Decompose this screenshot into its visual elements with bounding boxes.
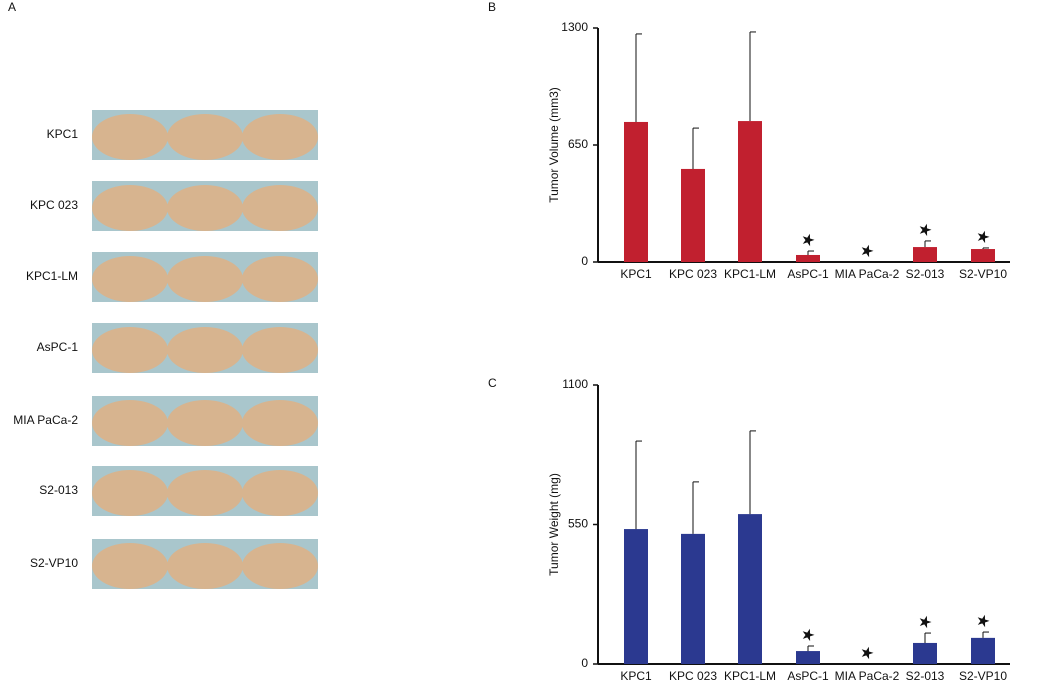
x-tick-label: KPC1 (620, 669, 652, 682)
mouse-photo (92, 543, 168, 589)
panel-label: C (488, 376, 497, 390)
mouse-photo (167, 256, 243, 302)
mouse-photo (92, 400, 168, 446)
row-label: S2-013 (39, 483, 78, 497)
y-tick-label: 1100 (562, 377, 588, 391)
mouse-photo (242, 185, 318, 231)
bar (681, 168, 705, 262)
x-tick-label: KPC 023 (669, 267, 717, 281)
x-tick-label: S2-013 (906, 267, 945, 281)
bar (796, 254, 820, 262)
chart: B Tumor Volume (mm3) 0 650 1300 KPC1 KPC 023 KP… (488, 0, 1010, 281)
significance-star (977, 614, 990, 628)
row-label: KPC1-LM (26, 269, 78, 283)
significance-star (802, 628, 815, 642)
bar (796, 651, 820, 664)
mouse-photo (242, 114, 318, 160)
mouse-photo (167, 400, 243, 446)
x-tick-label: KPC1-LM (724, 669, 776, 682)
photo-panel: KPC1 KPC 023 KPC1-LM AsPC-1 MIA PaCa-2 S2-013… (13, 110, 318, 589)
bar (913, 247, 937, 262)
bar (971, 637, 995, 664)
mouse-photo (242, 543, 318, 589)
mouse-photo (167, 185, 243, 231)
mouse-photo (167, 327, 243, 373)
x-tick-label: AsPC-1 (787, 669, 829, 682)
x-tick-label: MIA PaCa-2 (835, 267, 900, 281)
row-label: AsPC-1 (37, 340, 79, 354)
bar (624, 529, 648, 664)
mouse-photo (167, 543, 243, 589)
bar (738, 514, 762, 664)
significance-star (861, 244, 874, 258)
mouse-photo (167, 114, 243, 160)
panel-label: A (8, 0, 16, 14)
x-tick-label: S2-VP10 (959, 267, 1007, 281)
row-label: S2-VP10 (30, 556, 78, 570)
y-tick-label: 0 (581, 656, 588, 670)
significance-star (977, 230, 990, 244)
row-label: MIA PaCa-2 (13, 413, 78, 427)
x-tick-label: KPC 023 (669, 669, 717, 682)
bar (971, 249, 995, 262)
mouse-photo (167, 470, 243, 516)
significance-star (919, 615, 932, 629)
y-axis-title: Tumor Weight (mg) (547, 473, 561, 576)
mouse-photo (92, 256, 168, 302)
row-label: KPC1 (47, 127, 79, 141)
x-tick-label: MIA PaCa-2 (835, 669, 900, 682)
chart: C Tumor Weight (mg) 0 550 1100 KPC1 KPC 023 KPC… (488, 376, 1010, 682)
mouse-photo (92, 185, 168, 231)
significance-star (861, 646, 874, 660)
mouse-photo (92, 470, 168, 516)
panel-label: B (488, 0, 496, 14)
bar (624, 121, 648, 263)
y-tick-label: 0 (581, 254, 588, 268)
x-tick-label: KPC1 (620, 267, 652, 281)
bar (738, 121, 762, 262)
mouse-photo (242, 470, 318, 516)
mouse-photo (242, 327, 318, 373)
mouse-photo (92, 114, 168, 160)
bar (681, 533, 705, 664)
y-tick-label: 550 (568, 517, 588, 531)
y-axis-title: Tumor Volume (mm3) (547, 87, 561, 203)
significance-star (802, 233, 815, 247)
x-tick-label: KPC1-LM (724, 267, 776, 281)
mouse-photo (242, 256, 318, 302)
y-tick-label: 1300 (561, 20, 588, 34)
mouse-photo (242, 400, 318, 446)
x-tick-label: S2-VP10 (959, 669, 1007, 682)
significance-star (919, 223, 932, 237)
x-tick-label: S2-013 (906, 669, 945, 682)
bar (913, 642, 937, 664)
x-tick-label: AsPC-1 (787, 267, 829, 281)
y-tick-label: 650 (568, 137, 588, 151)
mouse-photo (92, 327, 168, 373)
row-label: KPC 023 (30, 198, 78, 212)
